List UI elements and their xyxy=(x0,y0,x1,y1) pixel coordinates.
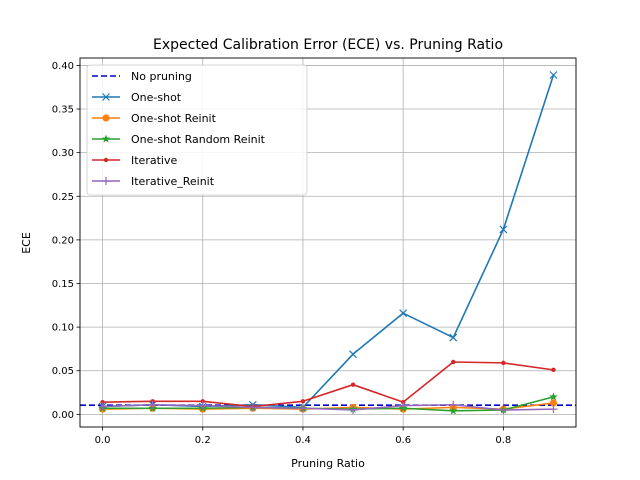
ticks-layer: 0.0 0.2 0.4 0.6 0.8 0.00 0.05 0.10 0.15 0.20 0.25 0… xyxy=(52,61,512,446)
data-point-iterative-reinit xyxy=(549,405,558,414)
legend-entry-no-pruning: No pruning xyxy=(92,70,192,83)
x-tick-label: 0.0 xyxy=(95,435,111,446)
data-point-iterative xyxy=(100,399,105,405)
legend-marker xyxy=(103,157,109,163)
series-line-iterative xyxy=(102,361,554,408)
data-point-one-shot-random-reinit xyxy=(549,392,558,401)
data-point-one-shot xyxy=(499,225,508,234)
chart-title: Expected Calibration Error (ECE) vs. Pru… xyxy=(153,37,503,53)
data-point-iterative-reinit xyxy=(399,401,408,410)
data-point-one-shot-random-reinit xyxy=(448,406,458,415)
data-point-one-shot xyxy=(449,333,458,342)
y-tick-label: 0.30 xyxy=(52,148,74,159)
legend-box xyxy=(86,64,308,196)
data-point-one-shot xyxy=(349,350,357,359)
legend-entry-one-shot-random-reinit: One-shot Random Reinit xyxy=(92,133,266,146)
legend-marker xyxy=(102,177,110,185)
data-point-iterative-reinit xyxy=(98,402,107,411)
y-tick-label: 0.15 xyxy=(52,279,74,290)
y-tick-label: 0.35 xyxy=(52,105,74,116)
legend-marker xyxy=(101,134,111,143)
legend-label: No pruning xyxy=(131,70,192,83)
x-tick-label: 0.2 xyxy=(195,435,211,446)
series-layer xyxy=(98,71,558,415)
series-iterative-reinit xyxy=(98,400,558,414)
legend-marker xyxy=(102,114,110,122)
plot-frame xyxy=(79,57,577,428)
y-tick-label: 0.25 xyxy=(52,192,74,203)
legend-entry-iterative-reinit: Iterative_Reinit xyxy=(92,175,215,188)
legend: No pruning One-shot One-shot Reinit One-sho… xyxy=(86,64,308,196)
y-tick-label: 0.00 xyxy=(52,410,74,421)
data-point-iterative xyxy=(350,382,356,387)
y-tick-label: 0.40 xyxy=(52,61,74,72)
y-tick-label: 0.10 xyxy=(52,323,74,334)
x-tick-label: 0.4 xyxy=(295,435,311,446)
data-point-iterative-reinit xyxy=(198,401,207,410)
x-tick-label: 0.6 xyxy=(395,435,411,446)
data-point-iterative xyxy=(300,399,306,404)
legend-label: One-shot xyxy=(131,91,182,104)
legend-label: Iterative xyxy=(131,154,177,167)
data-point-iterative xyxy=(501,360,506,366)
series-line-iterative-reinit xyxy=(102,403,554,411)
legend-label: Iterative_Reinit xyxy=(131,175,215,188)
data-point-iterative-reinit xyxy=(298,404,307,413)
data-point-one-shot-reinit xyxy=(549,399,558,407)
y-tick-label: 0.20 xyxy=(52,235,74,246)
data-point-one-shot xyxy=(399,309,408,318)
data-point-iterative xyxy=(551,367,556,373)
data-point-iterative-reinit xyxy=(449,400,458,409)
legend-entry-one-shot: One-shot xyxy=(92,91,182,104)
y-axis-label: ECE xyxy=(20,232,33,254)
x-axis-label: Pruning Ratio xyxy=(291,457,365,470)
x-tick-label: 0.8 xyxy=(495,435,511,446)
data-point-iterative-reinit xyxy=(148,400,157,409)
data-point-iterative-reinit xyxy=(248,403,257,412)
legend-entry-iterative: Iterative xyxy=(92,154,177,167)
data-point-iterative xyxy=(200,399,205,404)
y-tick-label: 0.05 xyxy=(52,366,74,377)
legend-entry-one-shot-reinit: One-shot Reinit xyxy=(92,112,217,125)
data-point-iterative xyxy=(451,359,456,365)
data-point-iterative-reinit xyxy=(349,405,358,414)
legend-marker xyxy=(102,93,110,101)
data-point-one-shot xyxy=(549,71,558,79)
legend-label: One-shot Reinit xyxy=(131,112,217,125)
data-point-iterative-reinit xyxy=(499,405,508,414)
legend-label: One-shot Random Reinit xyxy=(131,133,266,146)
